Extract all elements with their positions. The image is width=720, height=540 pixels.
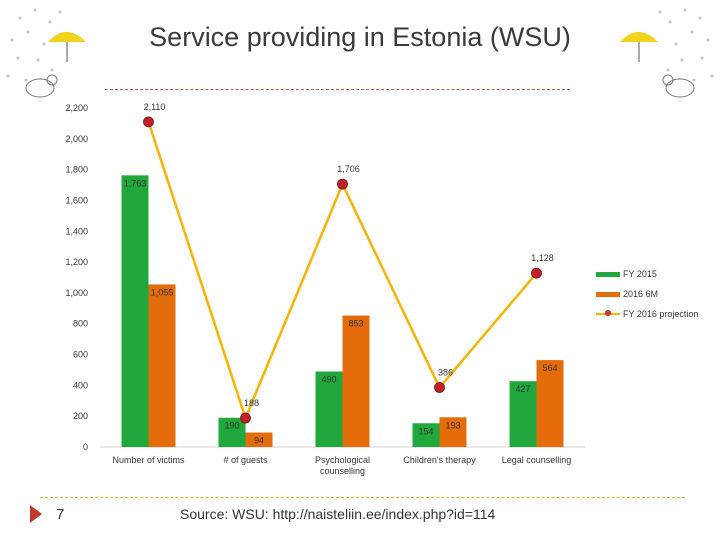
y-tick-label: 1,800 xyxy=(65,165,88,175)
bar-fy2015 xyxy=(315,371,343,447)
bar-fy2015 xyxy=(121,175,149,448)
projection-marker xyxy=(143,116,154,128)
title-divider xyxy=(105,89,570,90)
legend-item-projection: FY 2016 projection xyxy=(596,304,698,324)
bar-2016-6m xyxy=(536,360,564,447)
data-label-projection: 1,128 xyxy=(531,253,554,263)
bar-2016-6m xyxy=(342,315,370,447)
data-label-fy2015: 190 xyxy=(224,421,239,431)
y-tick-label: 2,200 xyxy=(65,103,88,113)
data-label-2016-6m: 564 xyxy=(542,363,557,373)
legend-label-projection: FY 2016 projection xyxy=(623,309,699,319)
footer-arrow-icon xyxy=(30,505,42,523)
legend-label-fy2015: FY 2015 xyxy=(623,269,657,279)
x-tick-label: Number of victims xyxy=(112,455,185,465)
data-label-projection: 2,110 xyxy=(144,102,166,112)
legend-swatch-projection xyxy=(596,310,620,316)
projection-marker xyxy=(337,178,348,190)
page-number: 7 xyxy=(56,506,65,523)
legend-swatch-fy2015 xyxy=(596,271,620,277)
projection-marker xyxy=(531,267,542,279)
umbrella-illustration-right xyxy=(620,8,714,98)
data-label-projection: 386 xyxy=(438,368,453,378)
y-tick-label: 1,200 xyxy=(65,257,88,267)
umbrella-illustration-left xyxy=(6,8,86,98)
y-tick-label: 1,000 xyxy=(65,288,88,298)
data-label-projection: 1,706 xyxy=(337,164,360,174)
source-citation: Source: WSU: http://naisteliin.ee/index.… xyxy=(180,506,496,522)
legend-swatch-2016-6m xyxy=(596,291,620,297)
x-tick-label: counselling xyxy=(320,466,365,476)
bar-fy2015 xyxy=(509,381,537,447)
data-label-projection: 188 xyxy=(244,398,259,408)
data-label-fy2015: 490 xyxy=(321,374,336,384)
y-tick-label: 1,400 xyxy=(65,226,88,236)
data-label-2016-6m: 1,055 xyxy=(151,287,174,297)
data-label-2016-6m: 193 xyxy=(445,420,460,430)
data-label-2016-6m: 94 xyxy=(254,436,264,446)
x-tick-label: Legal counselling xyxy=(502,455,572,465)
bar-2016-6m xyxy=(245,432,273,447)
x-tick-label: Children's therapy xyxy=(403,455,476,465)
y-tick-label: 800 xyxy=(73,319,88,329)
bar-fy2015 xyxy=(218,417,246,447)
bar-fy2015 xyxy=(412,423,440,447)
legend-item-fy2015: FY 2015 xyxy=(596,264,698,284)
legend-label-2016-6m: 2016 6M xyxy=(623,289,659,299)
footer-divider xyxy=(40,497,685,498)
projection-marker xyxy=(240,412,251,424)
data-label-2016-6m: 853 xyxy=(348,319,363,329)
data-label-fy2015: 1,763 xyxy=(124,178,147,188)
projection-marker xyxy=(434,382,445,393)
chart-legend: FY 2015 2016 6M FY 2016 projection xyxy=(596,264,698,324)
x-tick-label: Psychological xyxy=(315,455,370,465)
x-tick-label: # of guests xyxy=(223,455,268,465)
y-tick-label: 2,000 xyxy=(65,134,88,144)
y-tick-label: 200 xyxy=(73,411,88,421)
bar-2016-6m xyxy=(439,417,467,447)
y-tick-label: 400 xyxy=(73,380,88,390)
data-label-fy2015: 427 xyxy=(515,384,530,394)
legend-item-2016-6m: 2016 6M xyxy=(596,284,698,304)
y-tick-label: 0 xyxy=(83,442,88,452)
y-tick-label: 1,600 xyxy=(65,195,88,205)
y-tick-label: 600 xyxy=(73,350,88,360)
page-title: Service providing in Estonia (WSU) xyxy=(149,22,571,52)
data-label-fy2015: 154 xyxy=(418,426,433,436)
bar-2016-6m xyxy=(148,284,176,447)
